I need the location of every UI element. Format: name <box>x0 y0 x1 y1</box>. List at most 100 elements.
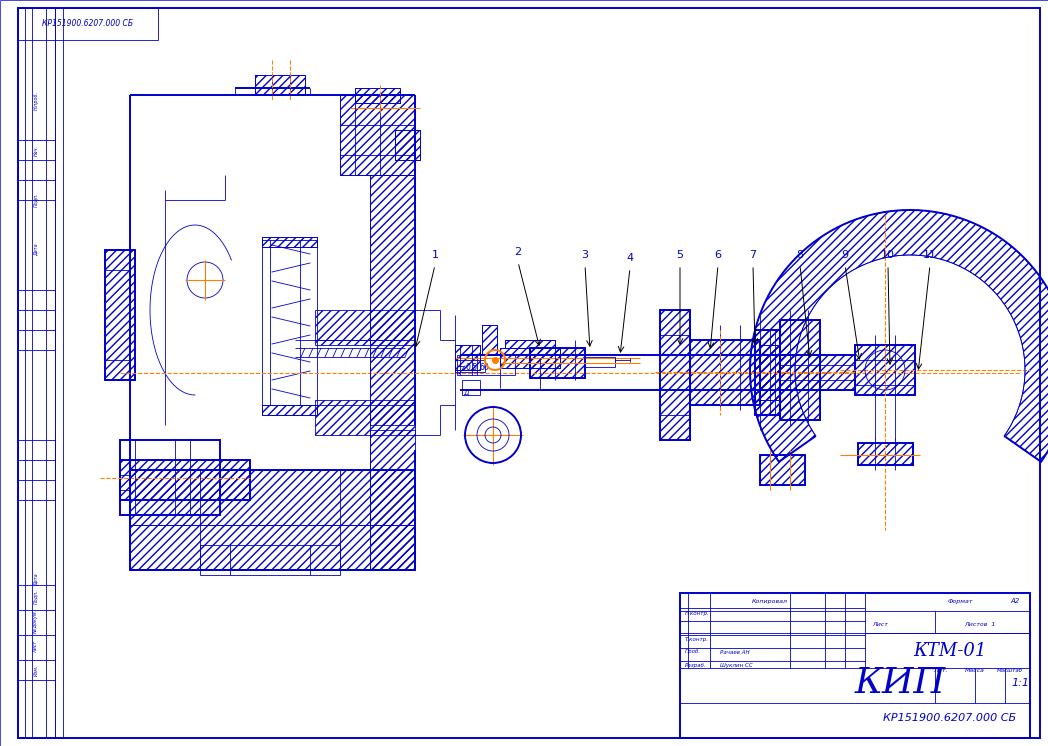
Text: № докум.: № докум. <box>34 610 39 634</box>
Bar <box>121 460 250 500</box>
Bar <box>340 95 415 175</box>
Bar <box>760 345 780 400</box>
Bar <box>200 545 340 575</box>
Bar <box>315 310 415 345</box>
Bar <box>482 325 497 355</box>
Text: Нач.: Нач. <box>34 145 39 155</box>
Text: Формат: Формат <box>947 598 973 604</box>
Text: Копировал: Копировал <box>752 598 788 604</box>
Bar <box>500 348 560 368</box>
Bar <box>355 88 400 103</box>
Text: Т.контр.: Т.контр. <box>685 636 709 642</box>
Bar <box>755 355 780 390</box>
Bar <box>121 440 220 515</box>
Text: 5: 5 <box>677 250 683 260</box>
Bar <box>530 348 585 378</box>
Text: Листов  1: Листов 1 <box>964 622 996 627</box>
Text: Н.контр.: Н.контр. <box>685 610 709 615</box>
Bar <box>660 310 690 440</box>
Text: 10: 10 <box>881 250 895 260</box>
Text: 4: 4 <box>627 253 634 263</box>
Text: Лист: Лист <box>34 641 39 653</box>
Bar <box>462 380 480 395</box>
Bar <box>690 340 760 405</box>
Bar <box>760 455 805 485</box>
Text: Рачаев АН: Рачаев АН <box>720 650 749 654</box>
Bar <box>262 240 316 405</box>
Bar <box>370 430 415 570</box>
Bar <box>262 405 316 415</box>
Text: Лист: Лист <box>872 622 888 627</box>
Text: 8: 8 <box>796 250 804 260</box>
Bar <box>680 593 1030 738</box>
Bar <box>505 340 555 348</box>
Bar <box>340 95 415 175</box>
Bar <box>482 325 497 355</box>
Text: Изм.: Изм. <box>34 664 39 676</box>
Text: Лит.: Лит. <box>933 668 947 674</box>
Bar <box>858 443 913 465</box>
Text: А2: А2 <box>1010 598 1020 604</box>
Text: Разраб.: Разраб. <box>685 662 706 668</box>
Text: Дата: Дата <box>34 574 39 586</box>
Bar <box>121 460 250 500</box>
Bar <box>755 355 780 390</box>
Bar <box>130 525 415 570</box>
Text: Масса: Масса <box>965 668 985 674</box>
Bar <box>780 320 820 420</box>
Bar <box>18 290 54 350</box>
Bar <box>780 320 820 420</box>
Bar <box>755 330 780 415</box>
Bar <box>660 310 690 440</box>
Bar <box>530 348 585 378</box>
Bar <box>105 250 135 380</box>
Bar <box>395 130 420 160</box>
Bar <box>755 330 780 415</box>
Text: 1:1: 1:1 <box>1011 678 1029 688</box>
Bar <box>858 443 913 465</box>
Bar <box>855 345 915 395</box>
Bar <box>585 357 615 367</box>
Bar <box>505 340 555 348</box>
Text: КР151900.6207.000 СБ: КР151900.6207.000 СБ <box>883 713 1017 723</box>
Bar <box>370 175 415 425</box>
Bar <box>262 405 316 415</box>
Text: КТМ-01: КТМ-01 <box>913 642 986 660</box>
Bar <box>455 360 485 372</box>
Bar <box>455 345 480 370</box>
Text: Подп.: Подп. <box>34 192 39 207</box>
Text: Дата: Дата <box>34 244 39 257</box>
Bar <box>457 355 515 375</box>
Text: Масштаб: Масштаб <box>997 668 1023 674</box>
Text: КИП: КИП <box>854 666 945 700</box>
Text: 2: 2 <box>515 247 522 257</box>
Bar <box>18 440 54 500</box>
Text: 6: 6 <box>715 250 721 260</box>
Text: Д: Д <box>463 390 468 396</box>
Bar <box>690 340 760 405</box>
Bar <box>18 140 54 200</box>
Bar <box>760 455 805 485</box>
Text: 11: 11 <box>923 250 937 260</box>
Bar <box>355 88 400 103</box>
Bar <box>18 8 158 40</box>
Bar <box>500 348 560 368</box>
Bar <box>395 130 420 160</box>
Text: Шуклин СС: Шуклин СС <box>720 662 752 668</box>
Bar <box>130 470 415 525</box>
Text: 1: 1 <box>432 250 438 260</box>
Text: КР151900.6207.000 СБ: КР151900.6207.000 СБ <box>42 19 133 28</box>
Bar <box>130 470 415 570</box>
Text: Подп.: Подп. <box>34 589 39 604</box>
Bar <box>780 355 855 390</box>
Bar <box>255 75 305 95</box>
Bar <box>855 345 915 395</box>
Text: 3: 3 <box>582 250 589 260</box>
Text: 7: 7 <box>749 250 757 260</box>
Text: Проб.: Проб. <box>685 650 701 654</box>
Bar <box>262 237 316 247</box>
Bar <box>455 345 480 370</box>
Bar <box>262 237 316 247</box>
Bar <box>760 345 780 400</box>
Bar <box>255 75 305 95</box>
